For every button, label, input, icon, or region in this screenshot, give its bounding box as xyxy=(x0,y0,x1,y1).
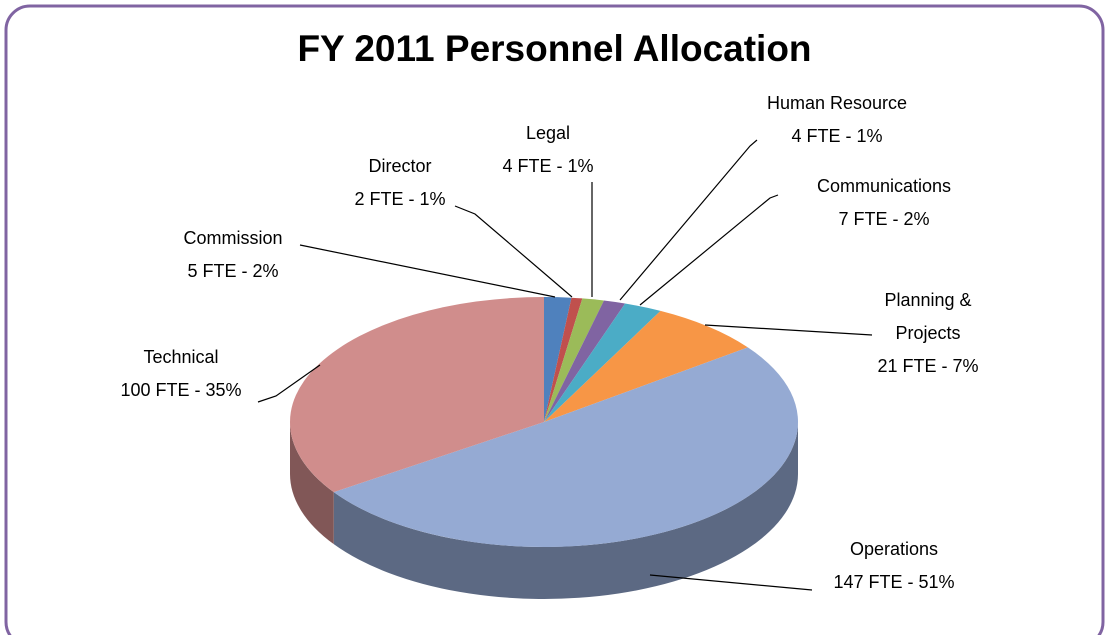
leader-line xyxy=(299,244,556,298)
pie-slice xyxy=(544,297,572,422)
slice-label: Director xyxy=(368,156,432,176)
value-label: 4 FTE - 1% xyxy=(502,156,594,176)
leader-line xyxy=(649,574,813,591)
pie-slice xyxy=(544,300,626,422)
leader-line xyxy=(639,194,779,306)
slice-label: Operations xyxy=(849,539,939,559)
value-label: 7 FTE - 2% xyxy=(838,209,930,229)
pie-slice xyxy=(544,310,748,422)
pie-slice xyxy=(289,297,544,493)
value-label: 100 FTE - 35% xyxy=(120,380,242,400)
slice-label: Human Resource xyxy=(766,93,908,113)
slice-label: Legal xyxy=(525,123,571,143)
leader-line xyxy=(257,364,321,403)
pie-slice xyxy=(544,303,661,422)
value-label: 5 FTE - 2% xyxy=(187,261,279,281)
slice-label: Technical xyxy=(143,347,219,367)
slice-label: Planning & Projects xyxy=(884,290,972,343)
pie-side xyxy=(333,422,798,600)
leader-line xyxy=(704,324,873,336)
value-label: 21 FTE - 7% xyxy=(877,356,979,376)
value-label: 2 FTE - 1% xyxy=(354,189,446,209)
slice-label: Communications xyxy=(816,176,952,196)
leader-line xyxy=(454,205,573,298)
value-label: 4 FTE - 1% xyxy=(791,126,883,146)
pie-slice xyxy=(544,298,604,422)
value-label: 147 FTE - 51% xyxy=(833,572,955,592)
slice-label: Commission xyxy=(183,228,283,248)
pie-slice xyxy=(544,297,583,422)
leader-line xyxy=(619,139,758,301)
chart-title: FY 2011 Personnel Allocation xyxy=(297,28,812,69)
pie-side xyxy=(290,422,334,545)
pie-slice xyxy=(333,347,798,547)
